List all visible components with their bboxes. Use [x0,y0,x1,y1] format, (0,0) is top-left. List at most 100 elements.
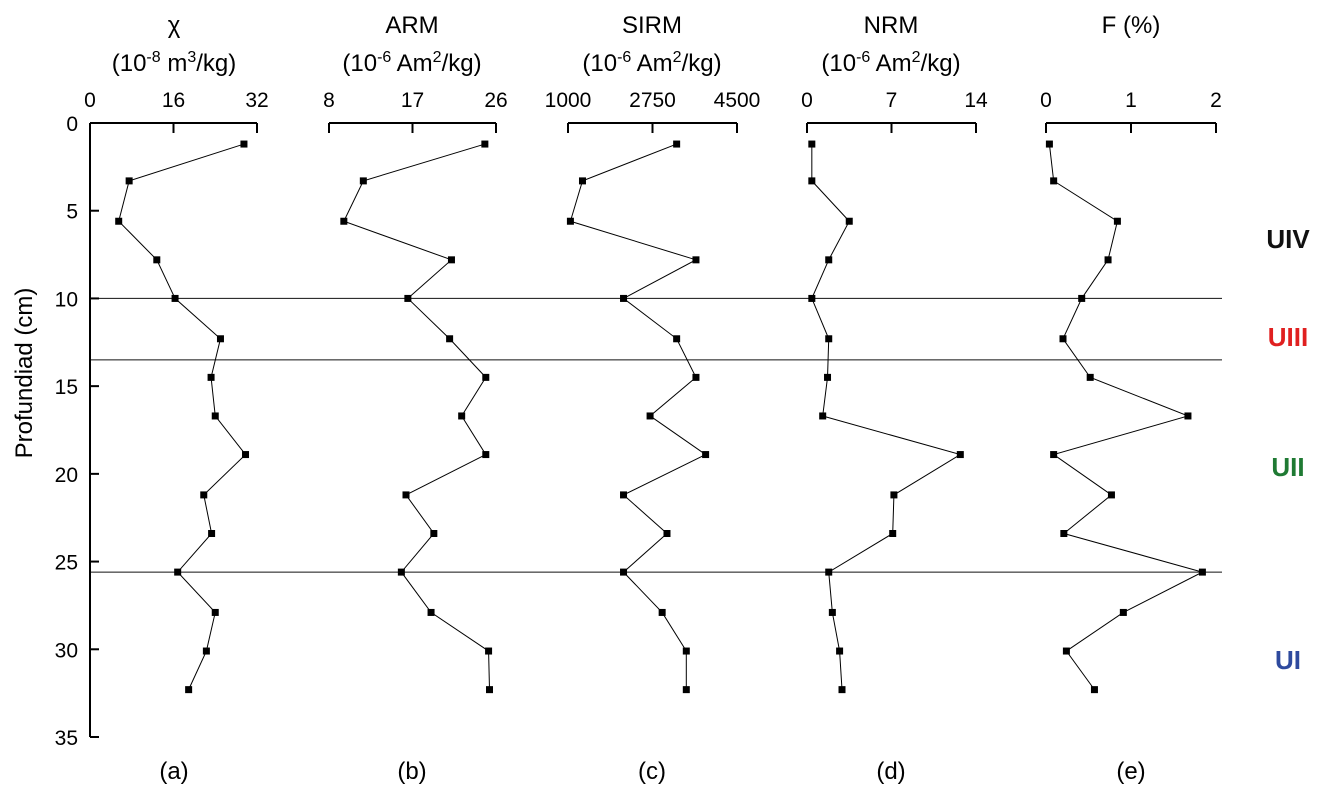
unit-exponent: -6 [377,49,391,66]
data-point [174,568,182,576]
data-point [682,647,690,655]
series-line [811,144,962,690]
data-point [208,530,216,538]
unit-exponent: 2 [673,49,682,66]
x-tick-label: 7 [886,89,898,112]
panel-label: (b) [397,758,426,785]
x-tick-label: 4500 [714,89,761,112]
data-point [1198,568,1206,576]
unit-label: UIV [1266,224,1310,254]
data-point [211,412,219,420]
y-axis-label: Profundiad (cm) [11,288,38,459]
data-point [1184,412,1192,420]
depth-axis: 0 5 10 15 20 25 30 35 [55,113,99,750]
panel-b: 8 17 26 ARM (10-6 Am2/kg) (b) [323,12,508,785]
unit-exponent: 2 [433,49,442,66]
data-point [658,608,666,616]
data-point [1104,256,1112,264]
unit-text: m [161,50,188,77]
data-point [566,217,574,225]
data-point [240,140,248,148]
panel-d: 0 7 14 NRM (10-6 Am2/kg) (d) [801,12,988,785]
data-point [359,177,367,185]
unit-text: (10 [342,50,377,77]
data-point [481,140,489,148]
series-line [569,143,707,690]
data-point [1062,647,1070,655]
data-point [486,686,494,694]
series-line [1048,143,1204,690]
unit-exponent: -6 [856,49,870,66]
data-point [200,491,208,499]
data-point [825,256,833,264]
x-tick-label: 2750 [629,89,676,112]
data-point [458,412,466,420]
unit-labels: UIV UIII UII UI [1266,224,1310,675]
data-point [646,412,654,420]
unit-label: UIII [1268,322,1308,352]
data-point [482,373,490,381]
y-tick-label: 10 [55,288,78,311]
data-point [578,177,586,185]
y-tick-label: 25 [55,552,78,575]
data-point [819,412,827,420]
data-point [692,256,700,264]
data-point [202,647,210,655]
panel-label: (c) [638,758,666,785]
x-tick-label: 8 [323,89,335,112]
data-point [1113,217,1121,225]
panel-title: SIRM [622,12,682,39]
data-point [838,686,846,694]
series-line [118,143,247,690]
data-point [153,256,161,264]
x-tick-label: 14 [964,89,988,112]
unit-text: (10 [112,50,147,77]
data-point [1045,140,1053,148]
y-tick-label: 0 [66,113,78,136]
unit-text: /kg) [442,50,482,77]
panel-title: NRM [864,12,919,39]
x-tick-label: 32 [245,89,268,112]
unit-label: UII [1271,452,1304,482]
panel-label: (e) [1116,758,1145,785]
data-point [673,335,681,343]
unit-text: Am [870,50,911,77]
x-tick-label: 1 [1125,89,1137,112]
data-point [211,608,219,616]
data-point [1119,608,1127,616]
unit-text: /kg) [682,50,722,77]
data-point [430,530,438,538]
data-point [825,335,833,343]
unit-exponent: -6 [617,49,631,66]
panel-unit: (10-8 m3/kg) [112,49,237,77]
x-tick-label: 17 [401,89,424,112]
data-point [620,568,628,576]
panel-unit: (10-6 Am2/kg) [582,49,721,77]
data-point [1059,335,1067,343]
data-point [1050,451,1058,459]
data-point [673,140,681,148]
data-point [397,568,405,576]
data-point [402,491,410,499]
data-point [828,608,836,616]
data-point [1050,177,1058,185]
data-point [845,217,853,225]
data-point [404,294,412,302]
data-point [1078,294,1086,302]
data-point [1107,491,1115,499]
data-point [889,530,897,538]
data-point [824,373,832,381]
data-point [242,451,250,459]
panel-unit: (10-6 Am2/kg) [342,49,481,77]
data-point [620,491,628,499]
y-tick-label: 30 [55,639,78,662]
data-point [482,451,490,459]
data-point [447,256,455,264]
y-tick-label: 5 [66,201,78,224]
data-point [446,335,454,343]
data-point [808,177,816,185]
data-point [185,686,193,694]
data-point [836,647,844,655]
